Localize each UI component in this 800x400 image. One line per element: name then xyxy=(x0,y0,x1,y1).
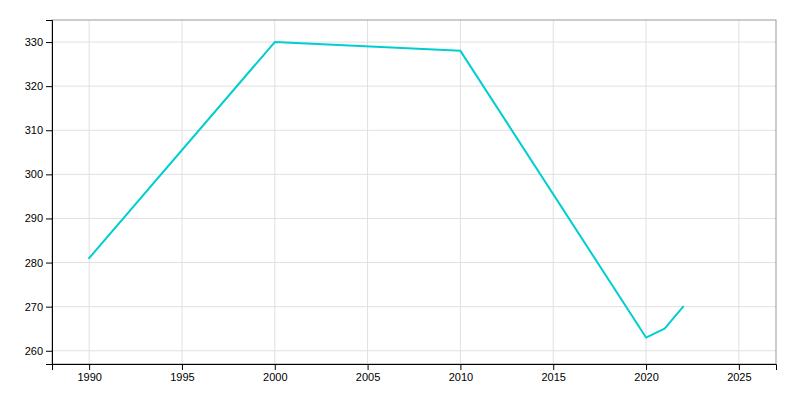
grid-line-x xyxy=(738,20,739,364)
x-tick-label: 2020 xyxy=(634,371,658,383)
grid-line-x xyxy=(181,20,182,364)
y-tick-mark xyxy=(46,130,52,131)
y-tick-mark xyxy=(46,351,52,352)
x-tick: 2005 xyxy=(356,364,380,383)
grid xyxy=(52,20,776,364)
y-tick: 320 xyxy=(25,80,52,92)
grid-line-y xyxy=(52,262,776,263)
y-tick: 310 xyxy=(25,124,52,136)
plot-frame xyxy=(52,20,776,364)
grid-line-y xyxy=(52,86,776,87)
x-tick-mark xyxy=(646,364,647,370)
y-axis-line xyxy=(46,21,53,365)
x-tick-mark xyxy=(89,364,90,370)
y-tick: 300 xyxy=(25,168,52,180)
x-tick-label: 2005 xyxy=(356,371,380,383)
x-tick-label: 1995 xyxy=(170,371,194,383)
x-tick: 2010 xyxy=(449,364,473,383)
plot-area: 1990 1995 2000 2005 2010 2015 2020 2025 260 270 28… xyxy=(25,20,777,383)
grid-line-x xyxy=(646,20,647,364)
y-tick-label: 330 xyxy=(25,36,43,48)
grid-line-x xyxy=(460,20,461,364)
chart: 1990 1995 2000 2005 2010 2015 2020 2025 260 270 28… xyxy=(0,0,800,400)
x-axis-line xyxy=(53,365,777,371)
grid-line-y xyxy=(52,42,776,43)
y-tick-label: 290 xyxy=(25,212,43,224)
x-tick-mark xyxy=(275,364,276,370)
grid-line-y xyxy=(52,306,776,307)
grid-line-y xyxy=(52,218,776,219)
y-tick-label: 260 xyxy=(25,345,43,357)
y-tick: 330 xyxy=(25,36,52,48)
x-tick: 1990 xyxy=(77,364,101,383)
grid-line-x xyxy=(89,20,90,364)
x-tick: 2020 xyxy=(634,364,658,383)
y-tick-label: 300 xyxy=(25,168,43,180)
y-tick-mark xyxy=(46,263,52,264)
x-tick-label: 2000 xyxy=(263,371,287,383)
y-tick: 260 xyxy=(25,345,52,357)
x-tick: 2015 xyxy=(541,364,565,383)
x-tick-label: 2025 xyxy=(727,371,751,383)
y-tick: 280 xyxy=(25,257,52,269)
y-tick-label: 280 xyxy=(25,257,43,269)
y-tick: 290 xyxy=(25,212,52,224)
grid-line-y xyxy=(52,350,776,351)
x-tick-label: 2015 xyxy=(541,371,565,383)
x-tick-label: 2010 xyxy=(449,371,473,383)
y-tick: 270 xyxy=(25,301,52,313)
x-tick: 2025 xyxy=(727,364,751,383)
x-tick: 1995 xyxy=(170,364,194,383)
y-tick-label: 310 xyxy=(25,124,43,136)
x-tick-mark xyxy=(368,364,369,370)
grid-line-x xyxy=(274,20,275,364)
y-tick-mark xyxy=(46,174,52,175)
x-tick-mark xyxy=(182,364,183,370)
line xyxy=(89,42,683,337)
y-tick-label: 320 xyxy=(25,80,43,92)
y-tick-label: 270 xyxy=(25,301,43,313)
y-axis: 260 270 280 290 300 310 320 330 xyxy=(25,21,53,365)
y-tick-mark xyxy=(46,42,52,43)
x-axis: 1990 1995 2000 2005 2010 2015 2020 2025 xyxy=(53,364,777,383)
y-tick-mark xyxy=(46,307,52,308)
grid-line-x xyxy=(367,20,368,364)
y-tick-mark xyxy=(46,86,52,87)
x-tick-mark xyxy=(460,364,461,370)
x-tick-label: 1990 xyxy=(77,371,101,383)
x-tick-mark xyxy=(553,364,554,370)
grid-line-y xyxy=(52,130,776,131)
x-tick-mark xyxy=(739,364,740,370)
x-tick: 2000 xyxy=(263,364,287,383)
y-tick-mark xyxy=(46,218,52,219)
series xyxy=(89,42,683,337)
